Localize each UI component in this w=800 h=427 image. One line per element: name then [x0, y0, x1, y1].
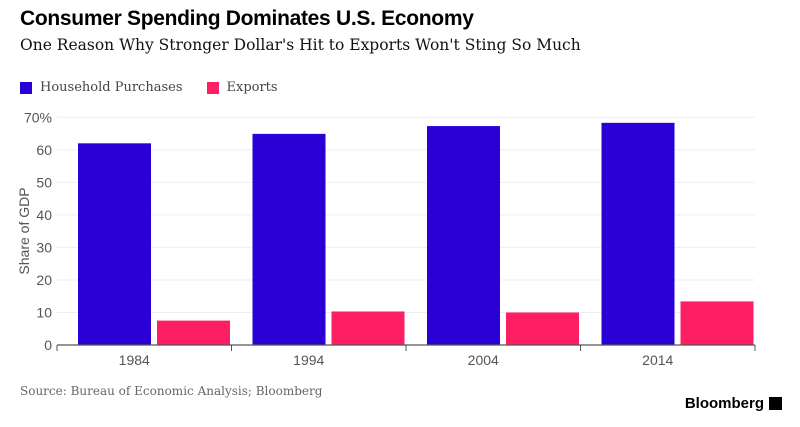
y-tick-label: 50	[36, 174, 52, 190]
legend-swatch-household	[20, 81, 32, 94]
x-tick-label: 1984	[119, 352, 150, 368]
brand-text: Bloomberg	[684, 395, 764, 412]
y-tick-label: 60	[36, 142, 52, 158]
chart-title: Consumer Spending Dominates U.S. Economy	[20, 7, 474, 30]
y-tick-label: 70%	[24, 109, 52, 125]
y-tick-label: 30	[36, 239, 52, 255]
y-tick-label: 10	[36, 304, 52, 320]
bar-household-purchases-1984	[78, 143, 151, 345]
bloomberg-chart-icon	[769, 397, 782, 410]
x-tick-label: 2014	[642, 352, 673, 368]
y-tick-label: 20	[36, 272, 52, 288]
x-tick-label: 2004	[468, 352, 499, 368]
legend-swatch-exports	[206, 81, 219, 94]
y-tick-label: 0	[44, 337, 52, 353]
y-tick-label: 40	[36, 207, 52, 223]
legend-item-household: Household Purchases	[20, 80, 183, 95]
chart-subtitle: One Reason Why Stronger Dollar's Hit to …	[20, 36, 581, 54]
bar-household-purchases-2014	[601, 122, 675, 345]
legend-item-exports: Exports	[206, 80, 278, 95]
legend-label-exports: Exports	[226, 80, 278, 95]
bar-exports-2004	[506, 312, 579, 345]
bar-household-purchases-1994	[252, 133, 326, 345]
bar-exports-1994	[331, 311, 405, 345]
bar-exports-2014	[680, 301, 754, 345]
legend: Household Purchases Exports	[20, 80, 278, 95]
source-note: Source: Bureau of Economic Analysis; Blo…	[20, 384, 323, 398]
y-axis-label: Share of GDP	[16, 187, 32, 274]
bar-exports-1984	[157, 320, 230, 345]
bar-household-purchases-2004	[427, 126, 500, 345]
x-tick-label: 1994	[293, 352, 324, 368]
legend-label-household: Household Purchases	[40, 80, 183, 95]
bloomberg-logo: Bloomberg	[685, 395, 782, 412]
